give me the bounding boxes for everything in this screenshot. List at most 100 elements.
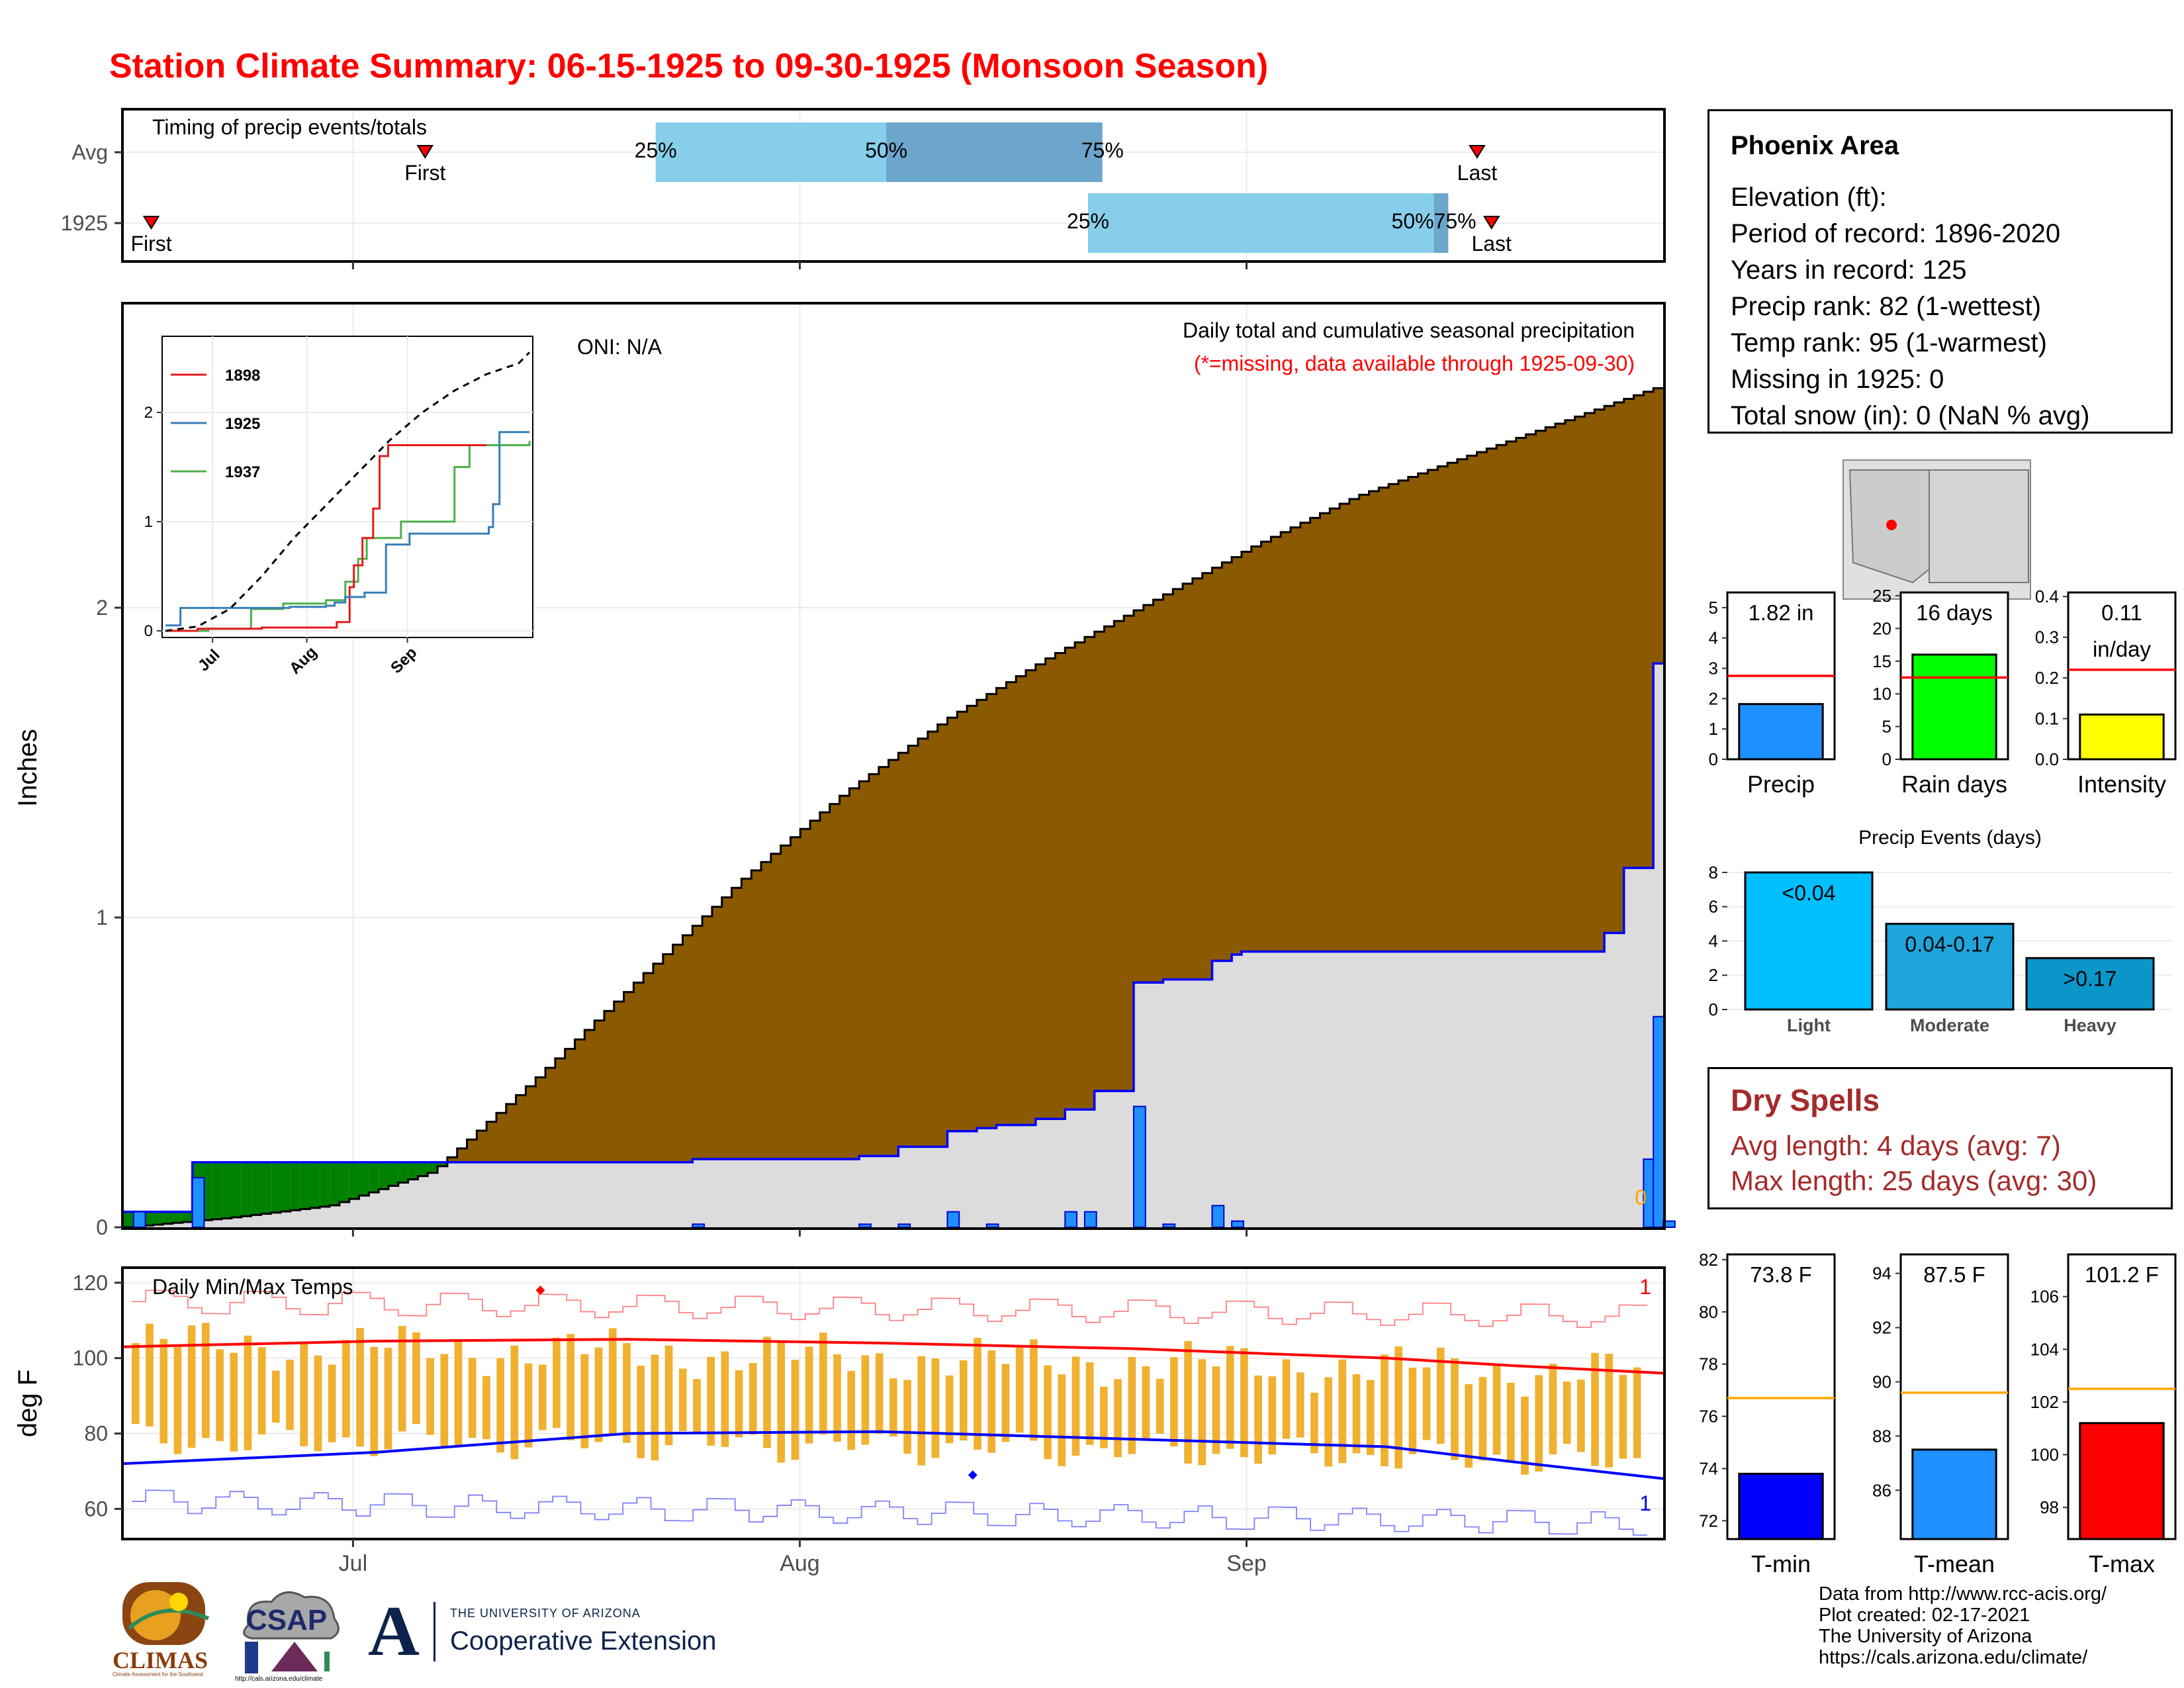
temp-summary-t-min-ytick-label: 72 xyxy=(1699,1511,1718,1530)
cumulative-year-fill xyxy=(790,1159,801,1227)
inset-legend-label: 1898 xyxy=(225,367,260,385)
cumulative-year-fill xyxy=(1163,979,1173,1227)
daily-temp-bar xyxy=(664,1345,673,1446)
cumulative-year-fill xyxy=(662,1162,674,1227)
temp-summary-t-max-ytick-label: 102 xyxy=(2030,1392,2059,1412)
daily-temp-bar xyxy=(1296,1372,1304,1438)
events-title: Precip Events (days) xyxy=(1858,827,2042,849)
cumulative-below-avg-fill xyxy=(477,1131,487,1162)
daily-temp-bar xyxy=(398,1326,406,1432)
timing-1925-first-marker xyxy=(142,216,160,230)
cumulative-year-fill xyxy=(1614,933,1625,1227)
daily-temp-bar xyxy=(216,1349,224,1441)
daily-temp-bar xyxy=(1381,1354,1388,1466)
daily-temp-bar xyxy=(1479,1377,1487,1461)
info-years: Years in record: 125 xyxy=(1731,256,1967,285)
daily-temp-bar xyxy=(146,1323,154,1427)
daily-temp-bar xyxy=(889,1378,897,1437)
daily-temp-bar xyxy=(1633,1367,1641,1458)
cumulative-year-fill xyxy=(1241,951,1252,1227)
precip-summary-ytick-label: 2 xyxy=(1709,688,1718,708)
csap-logo-graphic xyxy=(243,1591,340,1673)
cumulative-year-fill xyxy=(1633,868,1644,1227)
record-max-count: 1 xyxy=(1639,1275,1651,1299)
cumulative-below-avg-fill xyxy=(937,724,948,1147)
cumulative-year-fill xyxy=(682,1162,693,1227)
cumulative-year-fill xyxy=(1477,951,1487,1227)
cumulative-year-fill xyxy=(1574,951,1586,1227)
cumulative-year-fill xyxy=(506,1162,517,1227)
cumulative-year-fill xyxy=(1408,951,1419,1227)
cumulative-year-fill xyxy=(1320,951,1330,1227)
cumulative-year-fill xyxy=(447,1162,458,1227)
temp-summary-t-min-bar xyxy=(1738,1472,1824,1540)
cumulative-below-avg-fill xyxy=(927,731,938,1147)
rain-days-summary-bar xyxy=(1911,653,1997,761)
cumulative-below-avg-fill xyxy=(1388,484,1399,952)
cumulative-above-avg-fill xyxy=(428,1162,438,1173)
cumulative-below-avg-fill xyxy=(1398,480,1409,952)
daily-precip-bar xyxy=(1211,1205,1225,1228)
cumulative-year-fill xyxy=(633,1162,644,1227)
page-title: Station Climate Summary: 06-15-1925 to 0… xyxy=(109,47,1269,85)
intensity-summary-value-label: 0.11 xyxy=(2101,600,2142,625)
precip-summary-category-label: Precip xyxy=(1747,771,1815,798)
info-period: Period of record: 1896-2020 xyxy=(1731,219,2061,248)
daily-temp-bar xyxy=(847,1371,856,1450)
cumulative-year-fill xyxy=(545,1162,556,1227)
cumulative-below-avg-fill xyxy=(721,897,733,1160)
temp-xtick-label: Sep xyxy=(1226,1551,1267,1576)
cumulative-below-avg-fill xyxy=(1477,451,1487,952)
daily-temp-bar xyxy=(553,1337,561,1429)
cumulative-year-fill xyxy=(859,1156,870,1227)
cumulative-below-avg-fill xyxy=(1437,466,1448,952)
daily-temp-bar xyxy=(496,1358,504,1453)
inset-avg-line xyxy=(165,352,531,632)
daily-temp-bar xyxy=(1226,1346,1234,1449)
daily-temp-bar xyxy=(286,1360,294,1430)
intensity-summary-ytick-label: 0.1 xyxy=(2035,709,2059,729)
daily-temp-bar xyxy=(187,1325,196,1448)
daily-temp-bar xyxy=(707,1356,715,1446)
cumulative-below-avg-fill xyxy=(1574,416,1586,952)
cumulative-year-fill xyxy=(457,1162,468,1227)
daily-temp-bar xyxy=(580,1354,589,1448)
cumulative-above-avg-fill xyxy=(418,1162,428,1176)
daily-temp-bar xyxy=(567,1334,574,1440)
cumulative-below-avg-fill xyxy=(1614,402,1625,933)
cumulative-year-fill xyxy=(418,1162,428,1227)
cumulative-below-avg-fill xyxy=(1330,508,1340,952)
daily-temp-bar xyxy=(608,1328,617,1435)
cumulative-above-avg-fill xyxy=(369,1162,379,1193)
cumulative-below-avg-fill xyxy=(457,1148,468,1162)
cumulative-above-avg-fill xyxy=(339,1162,350,1202)
info-precip-rank: Precip rank: 82 (1-wettest) xyxy=(1731,292,2042,321)
cumulative-below-avg-fill xyxy=(1006,682,1017,1125)
cumulative-below-avg-fill xyxy=(1271,537,1281,952)
cumulative-below-avg-fill xyxy=(996,688,1007,1125)
daily-precip-bar xyxy=(1083,1211,1097,1228)
precip-summary-ytick-label: 3 xyxy=(1709,659,1718,679)
cumulative-year-fill xyxy=(1045,1119,1056,1227)
cumulative-below-avg-fill xyxy=(1016,676,1026,1125)
cumulative-below-avg-fill xyxy=(1555,424,1566,952)
cumulative-year-fill xyxy=(741,1159,752,1227)
cumulative-below-avg-fill xyxy=(467,1139,477,1162)
timing-row-label-1925: 1925 xyxy=(61,211,108,235)
daily-temp-bar xyxy=(1212,1366,1220,1454)
intensity-summary-category-label: Intensity xyxy=(2077,771,2166,798)
daily-temp-bar xyxy=(1030,1339,1038,1441)
cumulative-below-avg-fill xyxy=(711,906,723,1160)
temp-summary-t-max-ytick-label: 106 xyxy=(2030,1287,2059,1307)
cumulative-below-avg-fill xyxy=(859,781,870,1156)
cumulative-year-fill xyxy=(918,1147,929,1227)
daily-temp-bar xyxy=(1100,1386,1108,1448)
daily-temp-bar xyxy=(945,1375,954,1444)
cumulative-below-avg-fill xyxy=(672,945,684,1162)
cumulative-year-fill xyxy=(908,1147,919,1227)
temp-summary-t-max-category-label: T-max xyxy=(2089,1550,2155,1577)
timing-avg-last-label: Last xyxy=(1457,161,1498,185)
daily-temp-bar xyxy=(202,1323,210,1438)
dry-spells-max: Max length: 25 days (avg: 30) xyxy=(1731,1165,2097,1196)
